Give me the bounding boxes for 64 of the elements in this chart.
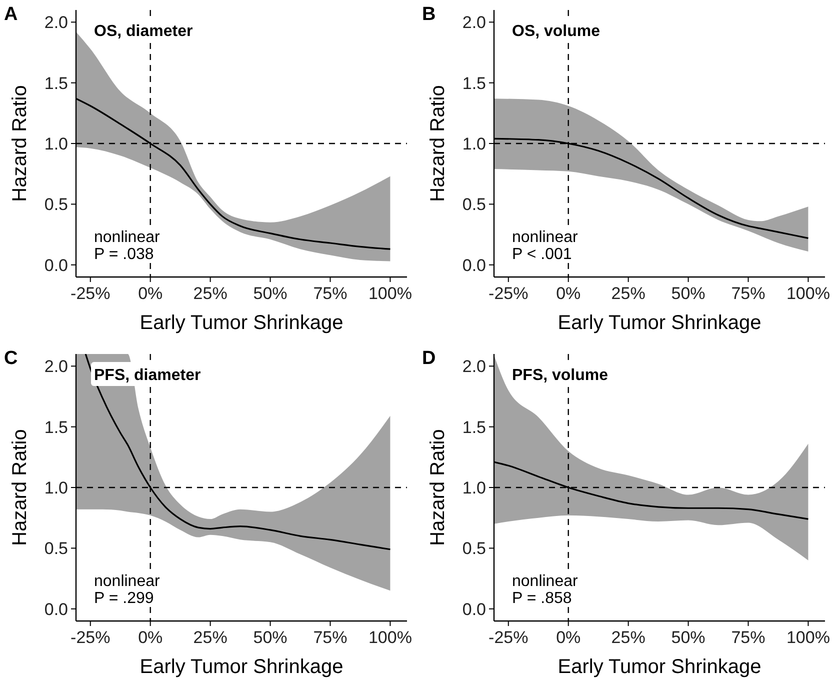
x-tick-label: 100% (786, 284, 830, 303)
y-tick-label: 1.5 (462, 74, 486, 93)
text: OS, diameter (94, 23, 193, 40)
x-tick-label: 75% (313, 284, 348, 303)
x-tick-label: 100% (786, 628, 830, 647)
annotation: nonlinear P = .858 (512, 572, 578, 607)
x-tick-label: 0% (138, 628, 163, 647)
chart-title: B (422, 4, 436, 25)
x-tick-label: 25% (193, 284, 228, 303)
y-tick-label: 0.5 (462, 195, 486, 214)
x-tick-label: 75% (731, 284, 766, 303)
chart-title: A (4, 4, 18, 25)
x-tick-label: -25% (488, 284, 528, 303)
y-tick-label: 2.0 (44, 13, 68, 32)
y-tick-label: 0.5 (462, 539, 486, 558)
chart-title: C (4, 348, 18, 369)
x-tick-label: 75% (731, 628, 766, 647)
x-tick-label: 100% (368, 284, 412, 303)
x-tick-label: 25% (611, 284, 646, 303)
y-axis-title: Hazard Ratio (9, 85, 31, 202)
text: PFS, volume (512, 367, 608, 384)
text: OS, volume (512, 23, 600, 40)
x-tick-label: 0% (556, 628, 581, 647)
annotation: nonlinear P = .299 (94, 572, 160, 607)
y-tick-label: 0.0 (44, 600, 68, 619)
x-tick-label: -25% (70, 628, 110, 647)
annotation: nonlinear P < .001 (512, 228, 578, 263)
chart-title: D (422, 348, 436, 369)
y-tick-label: 1.5 (44, 418, 68, 437)
x-axis-title: Early Tumor Shrinkage (140, 312, 344, 334)
text: PFS, diameter (94, 367, 201, 384)
x-tick-label: 0% (556, 284, 581, 303)
y-tick-label: 1.0 (44, 478, 68, 498)
y-tick-label: 0.0 (44, 256, 68, 275)
y-tick-label: 1.0 (462, 134, 486, 154)
y-tick-label: 2.0 (462, 357, 486, 376)
y-tick-label: 1.0 (44, 134, 68, 154)
y-tick-label: 0.5 (44, 195, 68, 214)
x-tick-label: 50% (671, 628, 706, 647)
x-axis-title: Early Tumor Shrinkage (140, 656, 344, 678)
y-axis-title: Hazard Ratio (9, 429, 31, 546)
y-tick-label: 1.0 (462, 478, 486, 498)
y-tick-label: 0.0 (462, 256, 486, 275)
y-tick-label: 0.0 (462, 600, 486, 619)
y-tick-label: 1.5 (462, 418, 486, 437)
x-tick-label: 75% (313, 628, 348, 647)
x-axis-title: Early Tumor Shrinkage (558, 312, 762, 334)
y-tick-label: 1.5 (44, 74, 68, 93)
x-tick-label: 100% (368, 628, 412, 647)
x-tick-label: -25% (70, 284, 110, 303)
y-axis-title: Hazard Ratio (427, 85, 449, 202)
annotation: nonlinear P = .038 (94, 228, 160, 263)
x-axis-title: Early Tumor Shrinkage (558, 656, 762, 678)
x-tick-label: 50% (253, 284, 288, 303)
y-tick-label: 2.0 (462, 13, 486, 32)
x-tick-label: 0% (138, 284, 163, 303)
x-tick-label: 25% (193, 628, 228, 647)
y-tick-label: 0.5 (44, 539, 68, 558)
x-tick-label: 50% (253, 628, 288, 647)
x-tick-label: -25% (488, 628, 528, 647)
x-tick-label: 25% (611, 628, 646, 647)
y-tick-label: 2.0 (44, 357, 68, 376)
x-tick-label: 50% (671, 284, 706, 303)
y-axis-title: Hazard Ratio (427, 429, 449, 546)
